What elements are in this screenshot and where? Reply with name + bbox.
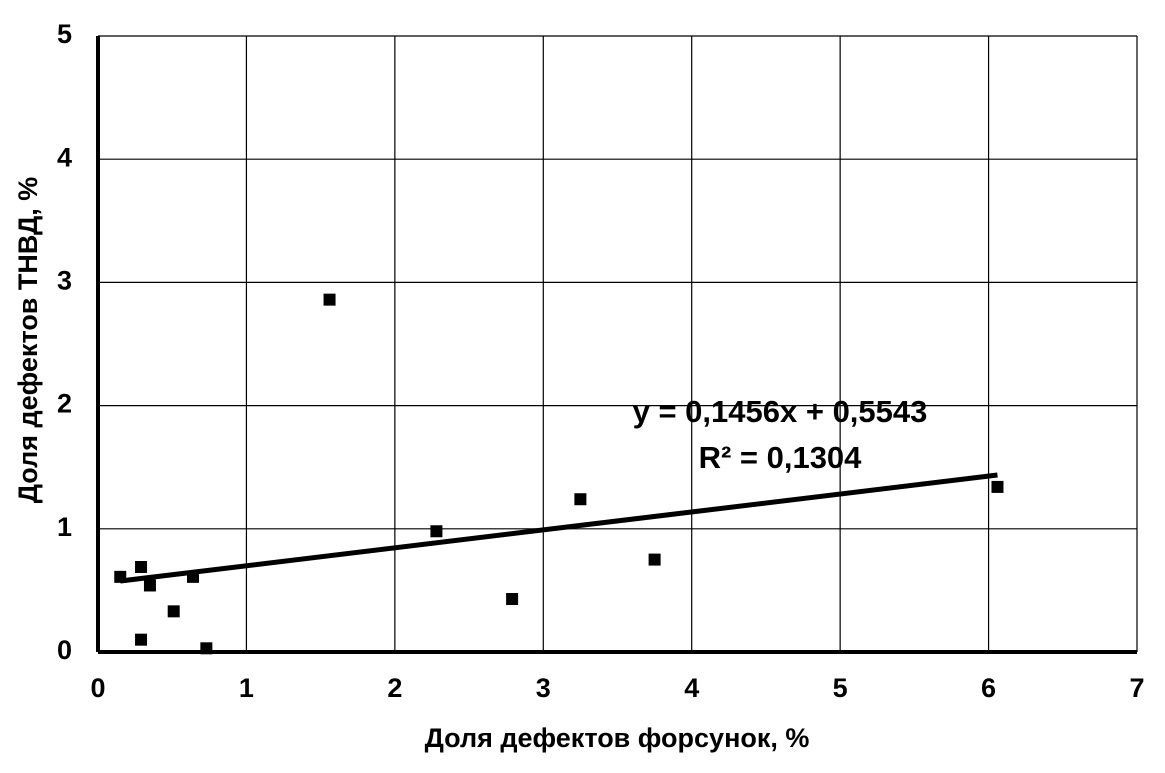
y-tick-label: 4 <box>57 142 72 172</box>
scatter-point <box>323 293 336 306</box>
scatter-point <box>135 633 148 646</box>
x-tick-label: 0 <box>90 673 105 703</box>
trendline-equation: y = 0,1456x + 0,5543 <box>633 394 928 429</box>
x-tick-label: 3 <box>536 673 551 703</box>
y-tick-label: 5 <box>57 19 72 49</box>
x-tick-label: 4 <box>684 673 699 703</box>
scatter-point <box>135 560 148 573</box>
x-axis-title: Доля дефектов форсунок, % <box>425 723 810 753</box>
y-axis-title: Доля дефектов ТНВД, % <box>13 177 43 504</box>
x-tick-label: 7 <box>1129 673 1144 703</box>
scatter-point <box>574 493 587 506</box>
x-tick-label: 5 <box>833 673 848 703</box>
y-tick-label: 0 <box>57 635 72 665</box>
y-tick-label: 3 <box>57 266 72 296</box>
scatter-point <box>200 642 213 655</box>
trendline <box>119 472 998 584</box>
r-squared: R² = 0,1304 <box>699 440 863 475</box>
scatter-point <box>167 605 180 618</box>
scatter-point <box>648 553 661 566</box>
x-tick-label: 1 <box>239 673 254 703</box>
scatter-point <box>430 525 443 538</box>
scatter-point <box>991 480 1004 493</box>
x-tick-label: 6 <box>981 673 996 703</box>
x-tick-label: 2 <box>387 673 402 703</box>
scatter-point <box>143 579 156 592</box>
scatter-point <box>506 593 519 606</box>
y-tick-label: 1 <box>57 512 72 542</box>
y-tick-label: 2 <box>57 389 72 419</box>
